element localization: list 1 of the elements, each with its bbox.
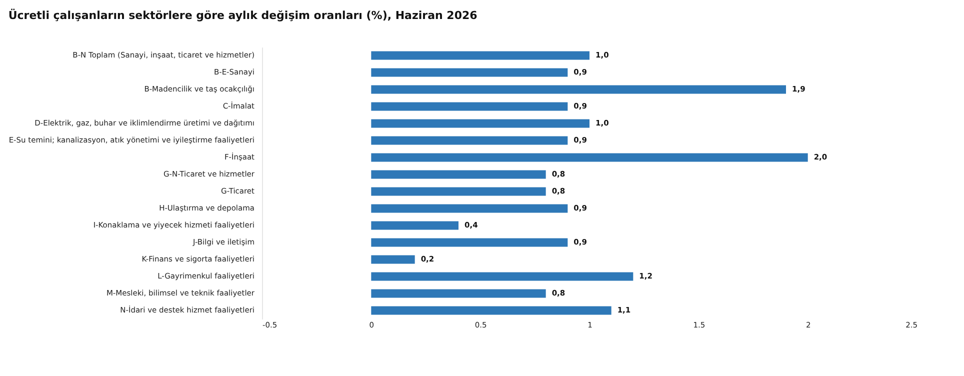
chart-title: Ücretli çalışanların sektörlere göre aylık değişim oranları (%), Haziran 2026: [8, 8, 478, 22]
